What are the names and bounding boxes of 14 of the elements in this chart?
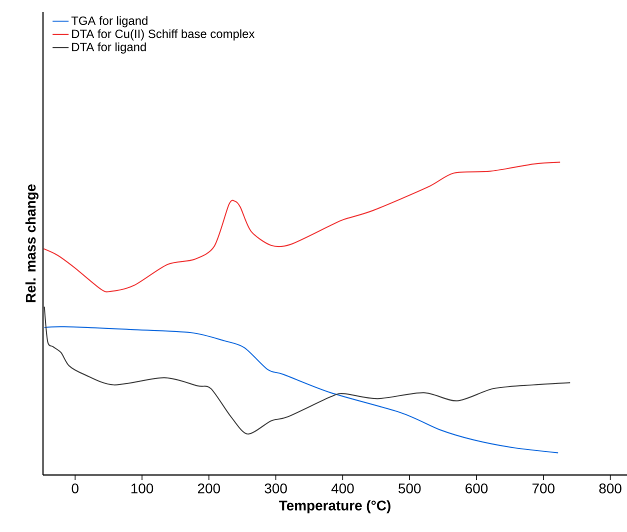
legend-label: TGA for ligand: [71, 16, 148, 28]
legend-label: DTA for ligand: [72, 42, 146, 54]
x-tick-label: 800: [599, 483, 622, 494]
x-tick-label: 300: [264, 483, 287, 494]
x-axis-title: Temperature (°C): [279, 500, 390, 514]
x-tick-label: 400: [331, 483, 354, 494]
x-tick-label: 600: [466, 483, 488, 494]
x-tick-label: 500: [398, 483, 421, 494]
y-axis-title: Rel. mass change: [25, 184, 38, 302]
x-tick-label: 100: [131, 483, 154, 494]
legend-label: DTA for Cu(II) Schiff base complex: [72, 29, 255, 40]
x-tick-label: 200: [198, 483, 220, 494]
x-tick-label: 700: [532, 483, 554, 494]
x-tick-label: 0: [72, 483, 78, 494]
